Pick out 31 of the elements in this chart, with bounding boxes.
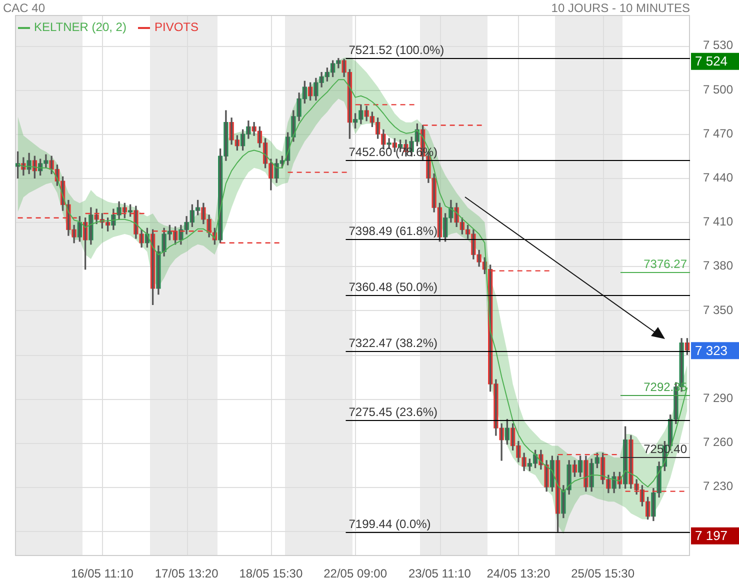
ref-line-label: 7376.27 [644,256,688,271]
text: 7 524 [695,53,728,68]
y-tick-label: 7 500 [703,82,734,96]
x-tick-label: 24/05 13:20 [486,566,550,580]
x-tick-label: 25/05 15:30 [571,566,635,580]
ref-line-label: 7275.45 (23.6%) [348,404,438,419]
ref-line-label: 7322.47 (38.2%) [348,336,438,350]
y-tick-label: 7 440 [703,170,734,184]
y-tick-label: 7 230 [703,479,734,494]
ref-line-label: 7199.44 (0.0%) [348,516,431,531]
chart-title: CAC 40 [3,1,46,15]
legend-label: KELTNER (20, 2) [34,20,126,34]
x-tick-label: 18/05 15:30 [239,566,303,580]
ref-line-label: 7360.48 (50.0%) [348,280,438,294]
text: 7 197 [695,528,728,543]
y-tick-label: 7 410 [703,214,734,229]
y-tick-label: 7 380 [703,258,734,273]
chart-subtitle: 10 JOURS - 10 MINUTES [551,1,690,15]
ref-line-label: 7521.52 (100.0%) [348,42,444,57]
x-tick-label: 22/05 09:00 [324,566,388,580]
x-tick-label: 16/05 11:10 [70,566,134,580]
ref-line-label: 7398.49 (61.8%) [348,224,438,238]
y-tick-label: 7 530 [703,38,734,52]
y-tick-label: 7 350 [703,302,734,317]
text: 7 323 [695,342,728,358]
y-tick-label: 7 260 [703,435,734,450]
x-tick-label: 17/05 13:20 [154,566,219,580]
x-tick-label: 23/05 11:10 [408,566,472,580]
y-tick-label: 7 290 [703,391,734,406]
legend-label: PIVOTS [154,20,198,34]
y-tick-label: 7 470 [703,126,734,140]
